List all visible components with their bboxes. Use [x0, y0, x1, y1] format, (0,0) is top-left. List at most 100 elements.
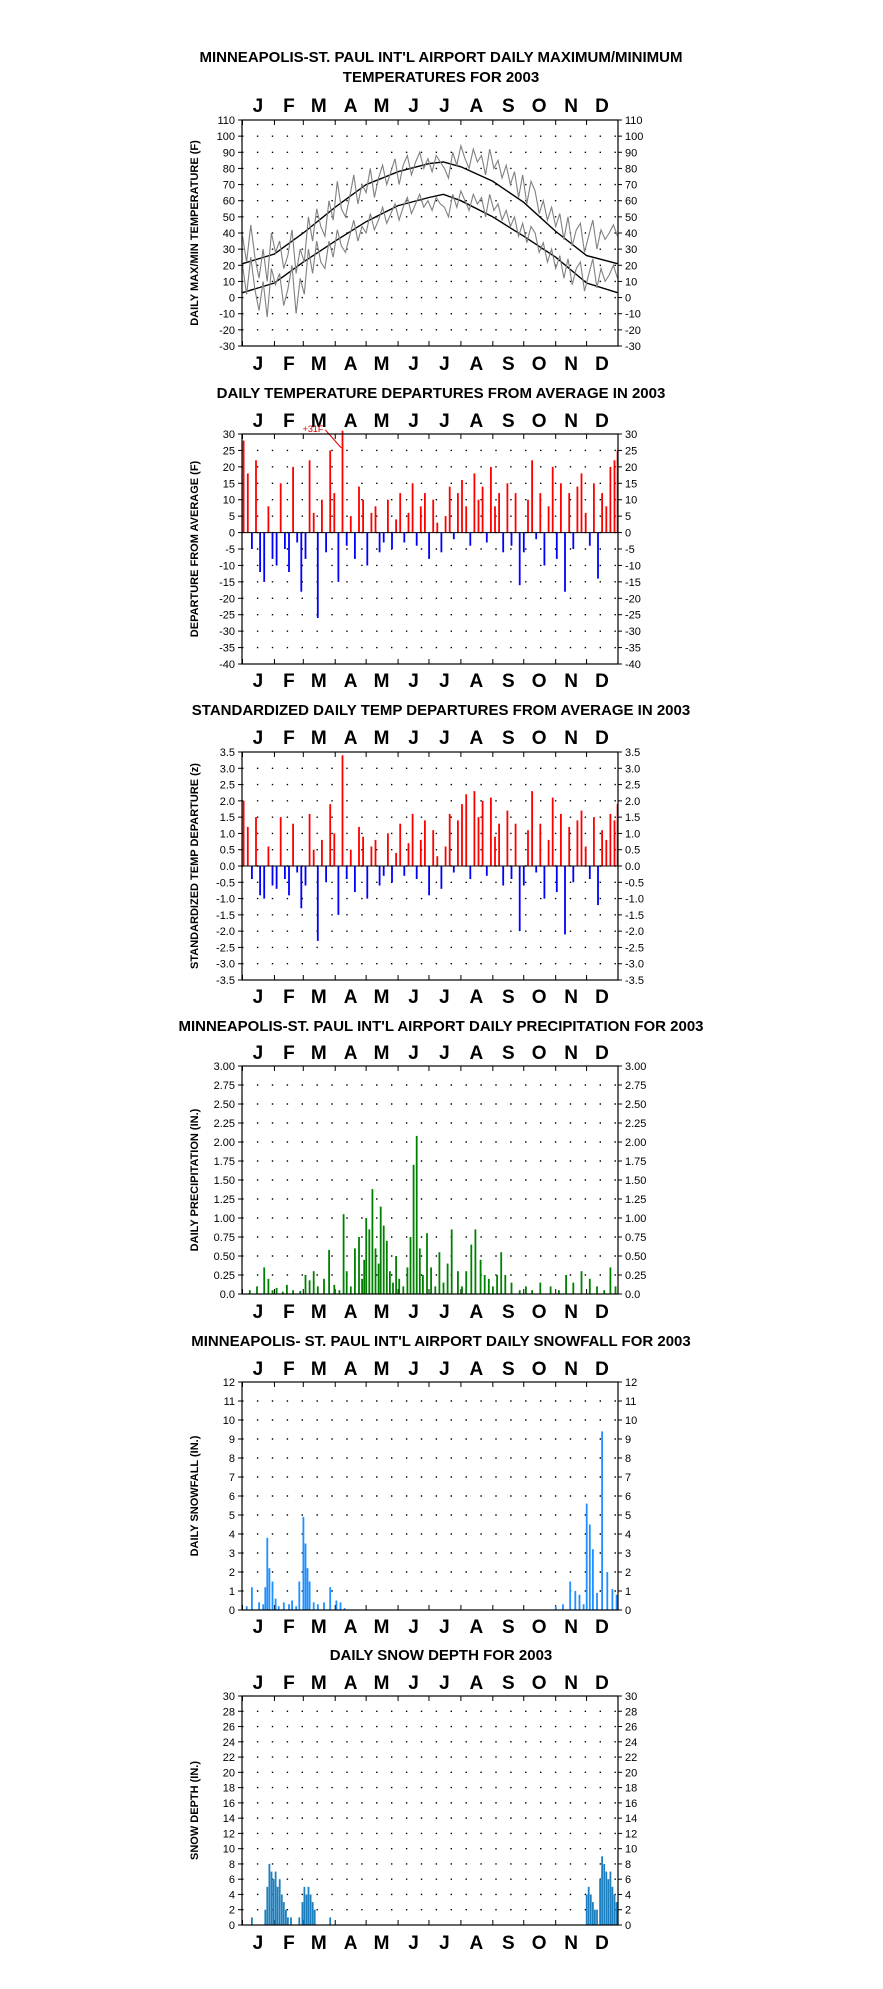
month-label-bottom: J [253, 354, 264, 375]
y-tick-label-right: 10 [625, 495, 637, 507]
bar [473, 791, 476, 866]
y-tick-label-right: 14 [625, 1813, 637, 1825]
bar [323, 1278, 325, 1294]
bar [307, 1886, 310, 1925]
bar [298, 1917, 301, 1925]
bar [539, 493, 542, 533]
bar [436, 522, 439, 533]
bar [474, 1229, 477, 1294]
month-label-top: J [439, 96, 450, 117]
y-tick-label-left: 100 [217, 131, 235, 143]
month-label-bottom: J [408, 354, 419, 375]
month-label-bottom: M [374, 354, 390, 375]
bar [525, 1286, 527, 1294]
bar [295, 1606, 298, 1610]
series-line-daily_min [241, 189, 619, 317]
month-label-top: J [439, 1359, 450, 1380]
bar [308, 1581, 311, 1610]
bar [560, 813, 562, 866]
y-tick-label-right: 110 [625, 115, 643, 127]
month-label-top: D [595, 411, 609, 432]
bar [605, 839, 608, 866]
bar [426, 1233, 428, 1294]
bar [342, 1214, 345, 1294]
y-tick-label-left: -0.5 [216, 877, 235, 889]
y-tick-label-right: 6 [625, 1874, 631, 1886]
month-label-top: S [502, 1359, 515, 1380]
y-tick-label-left: 28 [223, 1706, 235, 1718]
month-label-bottom: O [532, 1933, 547, 1954]
y-tick-label-right: 3 [625, 1548, 631, 1560]
y-tick-label-left: 0 [229, 528, 235, 540]
bar [316, 1604, 319, 1610]
y-axis-label: DEPARTURE FROM AVERAGE (F) [189, 460, 201, 637]
bar [267, 846, 270, 866]
month-label-bottom: S [502, 1302, 515, 1323]
bar [510, 532, 513, 546]
y-tick-label-left: 3.5 [220, 747, 235, 759]
month-label-top: J [408, 411, 419, 432]
y-tick-label-left: 15 [223, 478, 235, 490]
month-label-top: M [374, 96, 390, 117]
month-label-bottom: M [374, 987, 390, 1008]
bar [510, 1282, 513, 1294]
bar [613, 1894, 616, 1925]
bar [555, 532, 558, 559]
bar [296, 866, 299, 873]
bar [403, 532, 406, 543]
y-tick-label-right: 0 [625, 293, 631, 305]
series-line-normal_high [242, 161, 618, 265]
y-axis-label: STANDARDIZED TEMP DEPARTURE (z) [189, 763, 201, 969]
y-tick-label-right: 5 [625, 1510, 631, 1522]
y-tick-label-right: 2.00 [625, 1137, 646, 1149]
y-tick-label-right: 9 [625, 1434, 631, 1446]
bar [263, 532, 266, 582]
month-label-bottom: J [439, 1933, 450, 1954]
bar [543, 866, 546, 899]
chart-marks [242, 755, 619, 941]
y-tick-label-right: 2.25 [625, 1118, 646, 1130]
month-label-top: J [253, 1673, 264, 1694]
bar [409, 1237, 412, 1294]
bar [411, 483, 414, 533]
bar [395, 519, 397, 533]
bar [275, 532, 278, 566]
month-label-top: D [595, 1359, 609, 1380]
bar [242, 800, 245, 866]
bar [316, 866, 319, 941]
bar [366, 866, 369, 899]
month-label-top: A [344, 1043, 358, 1064]
month-label-top: A [469, 728, 483, 749]
bar [278, 1879, 281, 1925]
bar [543, 532, 546, 566]
month-label-bottom: J [253, 987, 264, 1008]
bar [609, 1871, 612, 1925]
bar [325, 866, 327, 883]
bar [611, 1886, 614, 1925]
bar [422, 1275, 424, 1294]
bar [378, 866, 381, 886]
y-tick-label-left: -15 [219, 577, 235, 589]
y-tick-label-left: -30 [219, 626, 235, 638]
bar [481, 800, 484, 866]
y-tick-label-left: 110 [217, 115, 235, 127]
bar [286, 1284, 288, 1294]
bar [461, 1286, 463, 1294]
bar [264, 1909, 267, 1925]
month-label-bottom: A [344, 1933, 358, 1954]
month-label-top: A [469, 1043, 483, 1064]
bar [500, 1252, 503, 1294]
bar [494, 506, 496, 533]
bar [279, 483, 282, 533]
y-tick-label-right: 50 [625, 212, 637, 224]
y-tick-label-right: -10 [625, 560, 641, 572]
bar [592, 1902, 594, 1925]
bar [256, 1286, 258, 1294]
y-tick-label-left: -20 [219, 593, 235, 605]
y-tick-label-left: 10 [223, 1415, 235, 1427]
y-tick-label-left: 10 [223, 276, 235, 288]
bar [606, 1572, 609, 1610]
bar [312, 512, 315, 533]
y-tick-label-left: 40 [223, 228, 235, 240]
y-tick-label-right: 12 [625, 1828, 637, 1840]
